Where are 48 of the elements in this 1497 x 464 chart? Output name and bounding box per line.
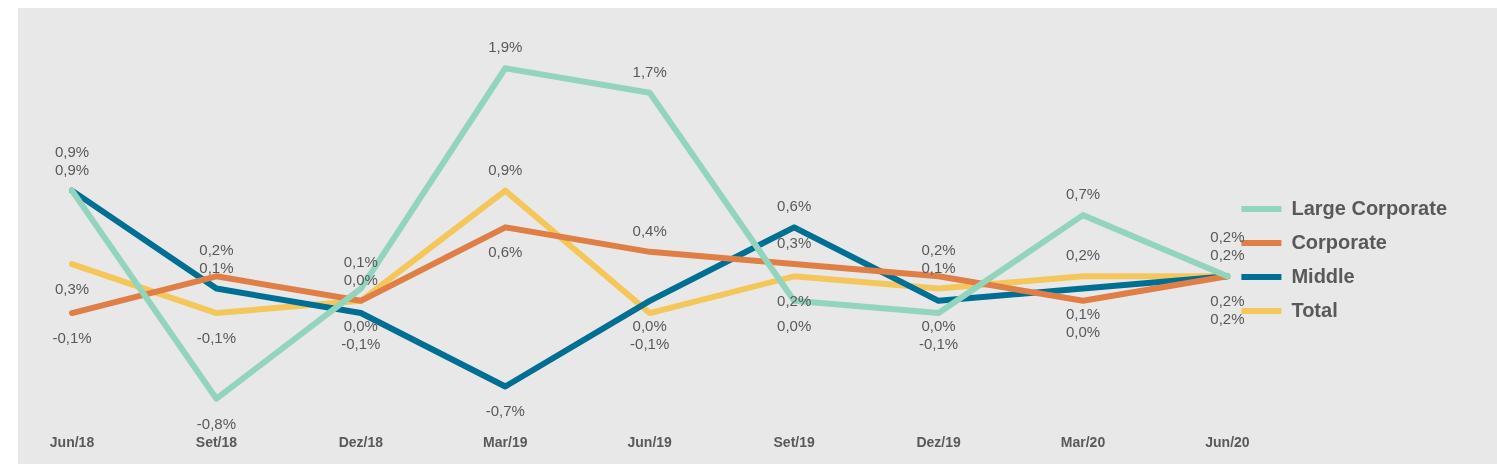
- data-label: 0,6%: [488, 243, 523, 261]
- data-label: 0,3%: [777, 234, 812, 252]
- data-label: -0,1%: [196, 329, 237, 347]
- legend-label: Corporate: [1291, 230, 1387, 253]
- data-label: 0,2%: [1210, 310, 1245, 328]
- data-label: 0,7%: [1065, 185, 1101, 203]
- data-label: 0,9%: [54, 142, 90, 160]
- data-label: 0,2%: [921, 240, 956, 258]
- data-label: 1,9%: [488, 38, 523, 56]
- x-tick-label: Dez/18: [338, 434, 384, 451]
- data-label: 0,1%: [343, 252, 378, 270]
- data-label: 0,2%: [777, 292, 812, 310]
- data-label: 0,1%: [1065, 304, 1101, 322]
- data-label: 0,2%: [1210, 292, 1245, 310]
- data-label: 0,2%: [199, 240, 234, 258]
- data-label: 1,7%: [632, 62, 667, 80]
- x-tick-label: Jun/19: [627, 434, 673, 451]
- data-label: -0,1%: [918, 334, 959, 352]
- x-tick-label: Set/19: [773, 434, 815, 451]
- legend-label: Middle: [1291, 264, 1355, 287]
- data-label: 0,2%: [1210, 228, 1245, 246]
- legend-label: Total: [1291, 298, 1338, 321]
- data-label: -0,1%: [52, 329, 92, 347]
- x-tick-label: Jun/20: [1205, 434, 1250, 451]
- data-label: -0,8%: [196, 414, 237, 432]
- data-label: 0,4%: [632, 221, 667, 239]
- data-label: 0,9%: [488, 160, 523, 178]
- x-tick-label: Set/18: [195, 434, 238, 451]
- data-label: 0,0%: [632, 316, 667, 334]
- legend-label: Large Corporate: [1291, 196, 1448, 219]
- x-tick-label: Dez/19: [916, 434, 961, 451]
- data-label: 0,3%: [54, 280, 90, 298]
- data-label: 0,0%: [1065, 322, 1101, 340]
- data-label: 0,0%: [921, 316, 956, 334]
- data-label: -0,1%: [630, 334, 670, 352]
- data-label: 0,2%: [1065, 246, 1101, 264]
- data-label: 0,1%: [921, 258, 956, 276]
- data-label: -0,1%: [341, 334, 381, 352]
- data-label: -0,7%: [485, 402, 525, 420]
- data-label: 0,6%: [777, 197, 812, 215]
- x-tick-label: Mar/19: [483, 434, 528, 451]
- data-label: 0,0%: [343, 316, 378, 334]
- data-label: 0,9%: [54, 160, 90, 178]
- data-label: 0,2%: [1210, 246, 1245, 264]
- x-tick-label: Mar/20: [1060, 434, 1106, 451]
- data-label: 0,1%: [199, 258, 234, 276]
- data-label: 0,0%: [777, 316, 812, 334]
- x-tick-label: Jun/18: [49, 434, 95, 451]
